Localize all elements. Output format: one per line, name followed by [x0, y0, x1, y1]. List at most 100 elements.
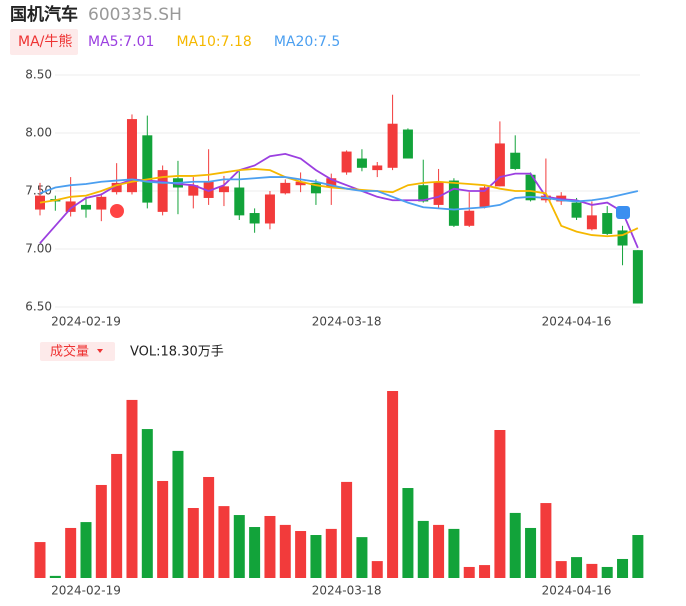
volume-bar — [49, 575, 61, 578]
candle-body — [96, 196, 107, 210]
x-tick-label: 2024-03-18 — [312, 315, 382, 329]
candle-body — [494, 143, 505, 187]
candle-body — [387, 123, 398, 168]
volume-bar — [65, 527, 77, 578]
volume-bar — [632, 535, 644, 578]
candle-body — [372, 165, 383, 171]
volume-bar — [157, 480, 169, 578]
volume-bar — [479, 565, 491, 578]
volume-bar — [233, 515, 245, 578]
volume-bar — [463, 566, 475, 578]
volume-bar — [601, 566, 613, 578]
candle-body — [617, 230, 628, 246]
volume-bar — [126, 399, 138, 578]
y-tick-label: 6.50 — [25, 300, 52, 314]
volume-bar — [95, 484, 107, 578]
volume-bar — [417, 520, 429, 578]
candle-body — [356, 158, 367, 168]
volume-bar — [540, 503, 552, 578]
dropdown-arrow — [97, 349, 103, 353]
stock-code: 600335.SH — [88, 5, 182, 25]
volume-bar — [509, 512, 521, 578]
volume-bar — [279, 524, 291, 578]
legend-entry: MA10:7.18 — [176, 34, 251, 50]
volume-bar — [586, 563, 598, 578]
candle-body — [280, 182, 291, 194]
volume-bar — [617, 558, 629, 578]
candle-body — [586, 215, 597, 230]
volume-bar — [571, 557, 583, 578]
volume-bar — [295, 531, 307, 578]
legend-entry: MA20:7.5 — [274, 34, 340, 50]
candle-body — [571, 202, 582, 218]
volume-button-bg[interactable] — [40, 342, 115, 361]
volume-bar — [264, 515, 276, 578]
candle-body — [203, 181, 214, 198]
volume-bar — [80, 522, 92, 578]
volume-bar — [325, 528, 337, 578]
volume-bar — [494, 429, 506, 578]
candle-body — [464, 210, 475, 226]
candle-body — [310, 182, 321, 194]
volume-bar — [371, 561, 383, 578]
volume-bar — [111, 453, 123, 578]
candle-body — [448, 180, 459, 226]
volume-bar — [203, 476, 215, 578]
candle-body — [510, 152, 521, 169]
x-tick-label: 2024-04-16 — [542, 315, 612, 329]
volume-button[interactable]: 成交量 — [50, 344, 89, 360]
signal-icons — [110, 204, 630, 219]
volume-bar — [249, 527, 261, 578]
x-tick-label: 2024-02-19 — [51, 584, 121, 598]
ma-button-bg[interactable] — [10, 29, 78, 55]
candle-body — [295, 181, 306, 186]
volume-bar — [555, 561, 567, 578]
ma-line — [39, 176, 639, 211]
volume-bar — [341, 481, 353, 578]
candle-body — [264, 194, 275, 224]
candle-body — [111, 182, 122, 193]
volume-bar — [141, 429, 153, 578]
volume-bar — [310, 535, 322, 578]
volume-bar — [433, 524, 445, 578]
candle-body — [341, 151, 352, 173]
candle-body — [632, 250, 643, 304]
x-tick-label: 2024-03-18 — [312, 584, 382, 598]
x-tick-label: 2024-02-19 — [51, 315, 121, 329]
candle-body — [326, 178, 337, 188]
candle-body — [126, 119, 137, 193]
volume-bar — [402, 488, 414, 578]
candle-body — [218, 186, 229, 193]
volume-bar — [187, 507, 199, 578]
volume-bar — [172, 450, 184, 578]
candle-body — [65, 201, 76, 212]
y-tick-label: 8.50 — [25, 68, 52, 82]
candle-body — [80, 204, 91, 210]
candle-body — [402, 129, 413, 159]
x-tick-label: 2024-04-16 — [542, 584, 612, 598]
candle-body — [525, 174, 536, 201]
candle-body — [479, 187, 490, 208]
y-tick-label: 8.00 — [25, 126, 52, 140]
volume-bar — [387, 391, 399, 578]
volume-bar — [34, 542, 46, 578]
legend-entry: MA5:7.01 — [88, 34, 154, 50]
candle-body — [234, 187, 245, 216]
stock-name: 国机汽车 — [10, 4, 78, 25]
candle-body — [157, 170, 168, 212]
candle-body — [188, 185, 199, 196]
ma-button[interactable]: MA/牛熊 — [18, 34, 72, 50]
y-tick-label: 7.50 — [25, 184, 52, 198]
y-tick-label: 7.00 — [25, 242, 52, 256]
volume-bar — [356, 537, 368, 578]
volume-label: VOL:18.30万手 — [130, 345, 224, 360]
candle-body — [602, 213, 613, 234]
volume-bar — [218, 506, 230, 578]
volume-bar — [525, 527, 537, 578]
candle-body — [433, 181, 444, 205]
candle-body — [142, 135, 153, 203]
candle-body — [249, 213, 260, 224]
bull-icon — [110, 204, 124, 218]
